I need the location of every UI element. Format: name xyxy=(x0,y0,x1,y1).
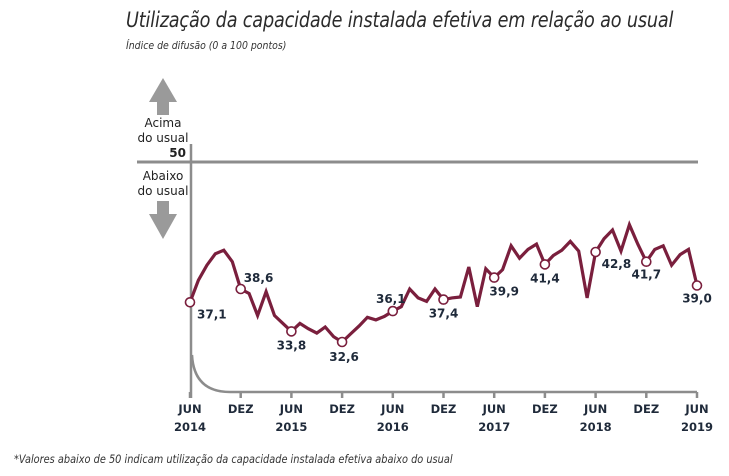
x-tick-label-month: DEZ xyxy=(633,402,659,416)
data-point-marker xyxy=(286,326,297,337)
data-label: 33,8 xyxy=(277,338,307,352)
x-tick-label-month: JUN xyxy=(380,402,404,416)
data-point-marker xyxy=(539,259,551,270)
below-label-line2: do usual xyxy=(138,184,189,198)
x-tick-label-year: 2017 xyxy=(478,420,510,434)
footnote: *Valores abaixo de 50 indicam utilização… xyxy=(14,452,453,466)
data-label: 42,8 xyxy=(602,257,632,271)
x-tick-label-month: JUN xyxy=(684,402,708,416)
arrow-down-icon xyxy=(149,201,177,239)
reference-value-label: 50 xyxy=(169,146,186,160)
data-point-marker xyxy=(590,246,601,258)
x-tick-label-year: 2014 xyxy=(174,420,206,434)
x-tick-label-month: DEZ xyxy=(329,402,355,416)
x-tick-label-year: 2016 xyxy=(377,420,409,434)
data-label: 39,9 xyxy=(489,285,519,299)
data-label: 36,1 xyxy=(376,292,406,306)
data-point-marker xyxy=(691,280,703,291)
below-label-line1: Abaixo xyxy=(143,169,184,183)
x-tick-label-month: DEZ xyxy=(532,402,558,416)
x-axis xyxy=(190,354,697,394)
data-point-marker xyxy=(184,296,196,308)
data-label: 37,1 xyxy=(197,307,227,321)
x-tick-label-year: 2019 xyxy=(681,420,713,434)
x-tick-label-year: 2018 xyxy=(580,420,612,434)
data-label: 39,0 xyxy=(682,292,712,306)
x-tick-label-month: JUN xyxy=(279,402,303,416)
data-label: 32,6 xyxy=(329,350,359,364)
data-point-marker xyxy=(387,305,399,317)
data-label: 41,7 xyxy=(631,268,661,282)
data-point-marker xyxy=(235,283,246,295)
x-tick-label-month: JUN xyxy=(177,402,201,416)
x-tick-label-month: JUN xyxy=(482,402,506,416)
data-point-marker xyxy=(336,336,348,348)
above-label-line1: Acima xyxy=(145,116,182,130)
x-tick-label-year: 2015 xyxy=(275,420,307,434)
data-label: 37,4 xyxy=(429,307,459,321)
data-point-marker xyxy=(438,294,449,305)
data-point-marker xyxy=(640,256,652,268)
above-label-line2: do usual xyxy=(138,131,189,145)
chart-subtitle: Índice de difusão (0 a 100 pontos) xyxy=(126,39,287,52)
x-tick-label-month: DEZ xyxy=(228,402,254,416)
data-label: 41,4 xyxy=(530,271,560,285)
data-point-marker xyxy=(488,272,500,283)
arrow-up-icon xyxy=(149,78,177,115)
data-label: 38,6 xyxy=(244,271,274,285)
x-tick-label-month: JUN xyxy=(583,402,607,416)
chart-title: Utilização da capacidade instalada efeti… xyxy=(126,8,674,32)
x-tick-label-month: DEZ xyxy=(431,402,457,416)
